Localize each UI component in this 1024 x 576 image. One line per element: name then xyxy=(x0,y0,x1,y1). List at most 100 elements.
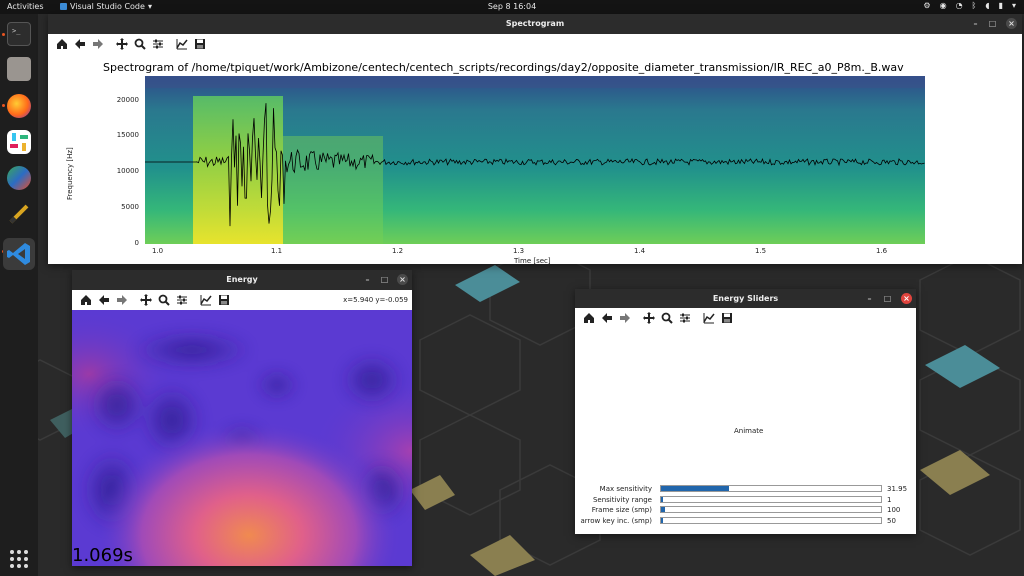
slider-fill xyxy=(661,517,664,523)
x-tick-label: 1.6 xyxy=(876,247,888,255)
home-icon[interactable] xyxy=(581,310,597,326)
animate-button[interactable]: Animate xyxy=(734,427,764,435)
spectrogram-toolbar xyxy=(48,34,1022,54)
close-button[interactable]: × xyxy=(397,274,408,285)
slider-row: Max sensitivity 31.95 xyxy=(575,485,916,493)
forward-icon[interactable] xyxy=(617,310,633,326)
window-title: Energy Sliders xyxy=(712,294,779,303)
home-icon[interactable] xyxy=(54,36,70,52)
forward-icon[interactable] xyxy=(90,36,106,52)
slider-label: Max sensitivity xyxy=(599,485,652,493)
files-icon[interactable] xyxy=(7,57,31,81)
configure-icon[interactable] xyxy=(174,292,190,308)
system-tray[interactable]: ⚙ ◉ ◔ ᛒ ◖ ▮ ▾ xyxy=(923,1,1016,10)
save-icon[interactable] xyxy=(192,36,208,52)
close-button[interactable]: × xyxy=(1006,18,1017,29)
app-menu[interactable]: Visual Studio Code ▾ xyxy=(60,2,152,11)
x-tick-label: 1.4 xyxy=(634,247,646,255)
edit-axis-icon[interactable] xyxy=(701,310,717,326)
slider-value: 100 xyxy=(887,506,901,514)
battery-icon[interactable]: ▮ xyxy=(998,1,1003,10)
minimize-button[interactable]: – xyxy=(867,294,872,303)
edit-axis-icon[interactable] xyxy=(174,36,190,52)
pen-tool-icon[interactable] xyxy=(7,202,31,226)
home-icon[interactable] xyxy=(78,292,94,308)
spectrogram-titlebar[interactable]: Spectrogram – □ × xyxy=(48,14,1022,34)
slack-icon[interactable] xyxy=(7,130,31,154)
energy-time-label: 1.069s xyxy=(72,545,133,566)
window-title: Spectrogram xyxy=(505,19,565,28)
apps-grid-icon[interactable] xyxy=(7,547,31,571)
y-tick-label: 0 xyxy=(134,239,139,247)
pan-icon[interactable] xyxy=(641,310,657,326)
energy-sliders-window: Energy Sliders – □ × Animate Max sensiti… xyxy=(575,289,916,534)
x-tick-label: 1.3 xyxy=(513,247,525,255)
volume-icon[interactable]: ◖ xyxy=(985,1,990,10)
energy-heatmap[interactable] xyxy=(72,310,412,566)
top-bar: Activities Visual Studio Code ▾ Sep 8 16… xyxy=(0,0,1024,14)
configure-icon[interactable] xyxy=(677,310,693,326)
power-menu-icon[interactable]: ▾ xyxy=(1011,1,1016,10)
dock: >_ xyxy=(0,14,38,576)
cursor-coordinates: x=5.940 y=-0.059 xyxy=(343,296,408,304)
slider-value: 1 xyxy=(887,495,892,504)
x-tick-label: 1.2 xyxy=(392,247,404,255)
minimize-button[interactable]: – xyxy=(973,19,978,28)
clock[interactable]: Sep 8 16:04 xyxy=(487,2,537,11)
bluetooth-icon[interactable]: ᛒ xyxy=(971,1,977,10)
y-tick-label: 10000 xyxy=(116,167,139,175)
sliders-titlebar[interactable]: Energy Sliders – □ × xyxy=(575,289,916,309)
y-tick-label: 5000 xyxy=(121,203,139,211)
pan-icon[interactable] xyxy=(114,36,130,52)
wifi-icon[interactable]: ◔ xyxy=(955,1,963,10)
waveform-line xyxy=(145,103,925,227)
slider-track[interactable] xyxy=(660,506,882,513)
pan-icon[interactable] xyxy=(138,292,154,308)
running-indicator xyxy=(2,33,5,36)
back-icon[interactable] xyxy=(96,292,112,308)
spectrogram-plot[interactable] xyxy=(145,76,925,244)
terminal-icon[interactable]: >_ xyxy=(7,22,31,46)
edit-axis-icon[interactable] xyxy=(198,292,214,308)
maximize-button[interactable]: □ xyxy=(380,275,389,284)
slider-value: 50 xyxy=(887,516,896,525)
energy-titlebar[interactable]: Energy – □ × xyxy=(72,270,412,290)
slider-track[interactable] xyxy=(660,495,882,503)
save-icon[interactable] xyxy=(719,310,735,326)
running-indicator xyxy=(2,104,5,107)
forward-icon[interactable] xyxy=(114,292,130,308)
configure-icon[interactable] xyxy=(150,36,166,52)
zoom-icon[interactable] xyxy=(659,310,675,326)
maximize-button[interactable]: □ xyxy=(883,294,892,303)
discord-icon[interactable]: ◉ xyxy=(939,1,947,10)
slider-row: arrow key inc. (smp) 50 xyxy=(575,516,916,525)
sliders-toolbar xyxy=(575,308,916,328)
settings-icon[interactable]: ⚙ xyxy=(923,1,931,10)
firefox-icon[interactable] xyxy=(7,94,31,118)
back-icon[interactable] xyxy=(599,310,615,326)
save-icon[interactable] xyxy=(216,292,232,308)
y-axis-label: Frequency [Hz] xyxy=(66,147,74,200)
slider-label: arrow key inc. (smp) xyxy=(580,516,652,525)
activities-button[interactable]: Activities xyxy=(7,2,44,11)
app-icon[interactable] xyxy=(7,166,31,190)
slider-label: Frame size (smp) xyxy=(591,506,652,514)
x-axis-label: Time [sec] xyxy=(514,257,551,265)
minimize-button[interactable]: – xyxy=(365,275,370,284)
zoom-icon[interactable] xyxy=(156,292,172,308)
maximize-button[interactable]: □ xyxy=(988,19,997,28)
zoom-icon[interactable] xyxy=(132,36,148,52)
vscode-icon[interactable] xyxy=(3,238,35,270)
app-menu-label: Visual Studio Code xyxy=(70,2,145,11)
vscode-small-icon xyxy=(60,3,67,10)
slider-track[interactable] xyxy=(660,485,882,492)
slider-value: 31.95 xyxy=(887,485,908,493)
back-icon[interactable] xyxy=(72,36,88,52)
slider-track[interactable] xyxy=(660,516,882,524)
close-button[interactable]: × xyxy=(901,293,912,304)
chevron-down-icon: ▾ xyxy=(147,2,152,11)
energy-toolbar xyxy=(72,290,412,310)
slider-label: Sensitivity range xyxy=(592,495,652,504)
plot-title: Spectrogram of /home/tpiquet/work/Ambizo… xyxy=(103,61,904,74)
y-tick-label: 15000 xyxy=(116,131,139,139)
